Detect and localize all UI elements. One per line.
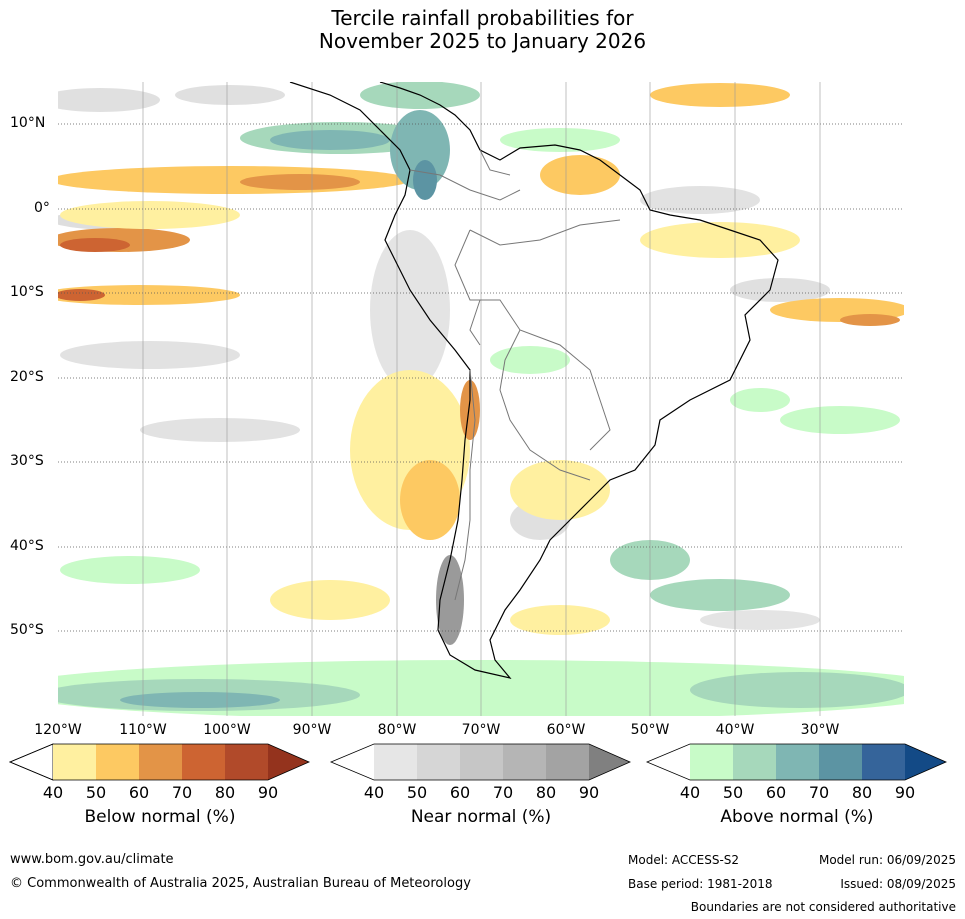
latitude-label-50s: 50°S (10, 622, 44, 638)
above-normal-tick: 70 (808, 783, 830, 802)
latitude-label-10s: 10°S (10, 284, 44, 300)
longitude-label-110w: 110°W (119, 722, 167, 738)
latitude-label-10n: 10°N (10, 115, 46, 131)
latitude-label-20s: 20°S (10, 369, 44, 385)
below-normal-shading (58, 83, 904, 635)
below-normal-tick: 50 (85, 783, 107, 802)
longitude-label-30w: 30°W (800, 722, 840, 738)
country-borders (409, 149, 621, 601)
above-normal-tick: 80 (851, 783, 873, 802)
issued-date: Issued: 08/09/2025 (840, 877, 956, 891)
above-normal-tick: 50 (722, 783, 744, 802)
longitude-label-90w: 90°W (292, 722, 332, 738)
below-normal-label: Below normal (%) (84, 807, 236, 827)
below-normal-tick: 60 (128, 783, 150, 802)
above-normal-tick: 90 (894, 783, 916, 802)
longitude-label-100w: 100°W (203, 722, 251, 738)
colorbar-above-normal (645, 743, 947, 781)
above-normal-shading (58, 82, 904, 716)
near-normal-tick: 50 (406, 783, 428, 802)
above-normal-tick: 40 (679, 783, 701, 802)
below-normal-tick: 80 (214, 783, 236, 802)
longitude-label-60w: 60°W (546, 722, 586, 738)
meridians (142, 82, 821, 716)
longitude-label-70w: 70°W (461, 722, 501, 738)
below-normal-tick: 40 (42, 783, 64, 802)
below-normal-tick: 90 (257, 783, 279, 802)
near-normal-label: Near normal (%) (410, 807, 552, 827)
model-run-date: Model run: 06/09/2025 (818, 853, 956, 867)
boundary-disclaimer: Boundaries are not considered authoritat… (690, 900, 956, 914)
near-normal-tick: 40 (363, 783, 385, 802)
colorbar-near-normal (329, 743, 631, 781)
below-normal-tick: 70 (171, 783, 193, 802)
longitude-label-120w: 120°W (34, 722, 82, 738)
map-title-line-1: Tercile rainfall probabilities for (331, 6, 634, 30)
above-normal-label: Above normal (%) (720, 807, 874, 827)
copyright-notice: © Commonwealth of Australia 2025, Austra… (10, 876, 471, 891)
map-frame (58, 82, 904, 716)
model-name: Model: ACCESS-S2 (628, 853, 740, 867)
south-america-coastline (289, 82, 779, 679)
map-title-line-2: November 2025 to January 2026 (318, 29, 647, 53)
near-normal-tick: 90 (578, 783, 600, 802)
near-normal-tick: 80 (535, 783, 557, 802)
latitude-label-0: 0° (34, 200, 50, 216)
website-link[interactable]: www.bom.gov.au/climate (10, 852, 174, 867)
near-normal-tick: 60 (449, 783, 471, 802)
base-period: Base period: 1981-2018 (628, 877, 773, 891)
latitude-label-30s: 30°S (10, 453, 44, 469)
longitude-label-80w: 80°W (377, 722, 417, 738)
colorbar-below-normal (8, 743, 310, 781)
above-normal-tick: 60 (765, 783, 787, 802)
latitude-label-40s: 40°S (10, 538, 44, 554)
longitude-label-50w: 50°W (630, 722, 670, 738)
longitude-label-40w: 40°W (715, 722, 755, 738)
near-normal-tick: 70 (492, 783, 514, 802)
